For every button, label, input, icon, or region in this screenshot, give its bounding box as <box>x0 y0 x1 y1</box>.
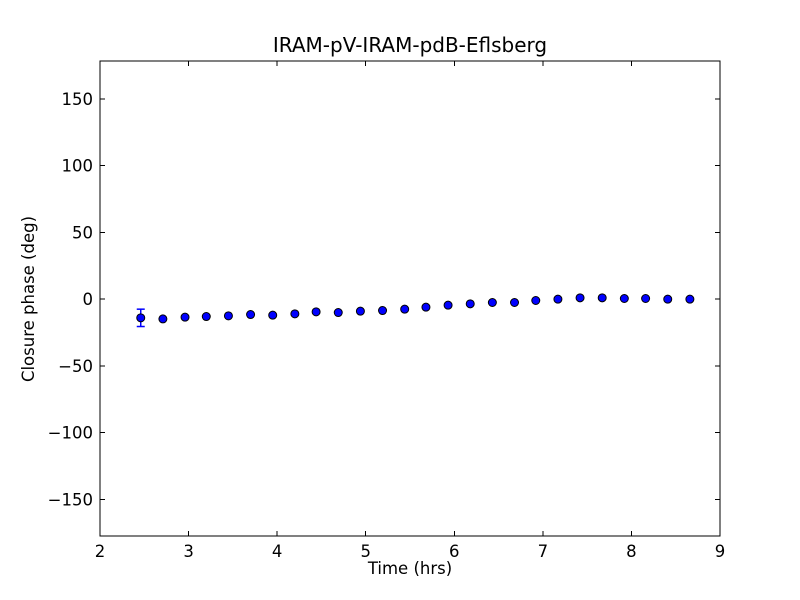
data-point <box>641 294 651 303</box>
x-axis-label: Time (hrs) <box>367 559 452 578</box>
data-point <box>158 314 168 324</box>
data-point <box>597 293 607 303</box>
y-tick-label: −100 <box>48 424 93 443</box>
x-tick-label: 5 <box>360 542 371 561</box>
y-tick-label: 0 <box>83 290 94 309</box>
x-tick-label: 2 <box>95 542 106 561</box>
data-point <box>619 294 629 303</box>
data-point <box>290 309 300 319</box>
data-point <box>443 300 453 310</box>
chart-title: IRAM-pV-IRAM-pdB-Eflsberg <box>273 33 547 57</box>
data-point <box>685 294 695 304</box>
x-tick-label: 6 <box>449 542 460 561</box>
data-point <box>531 296 541 306</box>
data-point <box>355 306 365 316</box>
plot-frame <box>99 60 721 537</box>
data-point <box>268 310 278 320</box>
tick-labels: 2 3 4 5 6 7 8 9 −150 −100 −50 0 50 100 150 <box>48 90 726 561</box>
data-point <box>465 299 475 309</box>
data-point <box>553 294 563 304</box>
x-tick-label: 8 <box>626 542 637 561</box>
data-point <box>575 293 585 303</box>
x-tick-label: 7 <box>538 542 549 561</box>
data-point <box>487 298 497 308</box>
data-point <box>201 312 211 322</box>
data-point <box>180 312 190 322</box>
y-axis-label: Closure phase (deg) <box>19 216 38 382</box>
data-point <box>421 302 431 312</box>
y-tick-label: −150 <box>48 490 93 509</box>
data-point <box>311 307 321 317</box>
data-point <box>333 308 343 318</box>
data-point <box>663 294 673 304</box>
y-tick-label: 50 <box>72 223 93 242</box>
data-point <box>246 310 256 320</box>
data-point <box>510 298 520 308</box>
y-tick-label: 150 <box>62 90 94 109</box>
x-tick-label: 4 <box>272 542 283 561</box>
x-tick-label: 9 <box>715 542 726 561</box>
y-tick-label: −50 <box>58 357 93 376</box>
x-tick-label: 3 <box>183 542 194 561</box>
data-point <box>378 306 388 316</box>
data-point <box>136 313 146 323</box>
axes-frame <box>99 60 721 537</box>
y-tick-label: 100 <box>62 157 94 176</box>
data-point <box>223 311 233 321</box>
data-series <box>136 293 695 328</box>
data-point <box>400 304 410 314</box>
